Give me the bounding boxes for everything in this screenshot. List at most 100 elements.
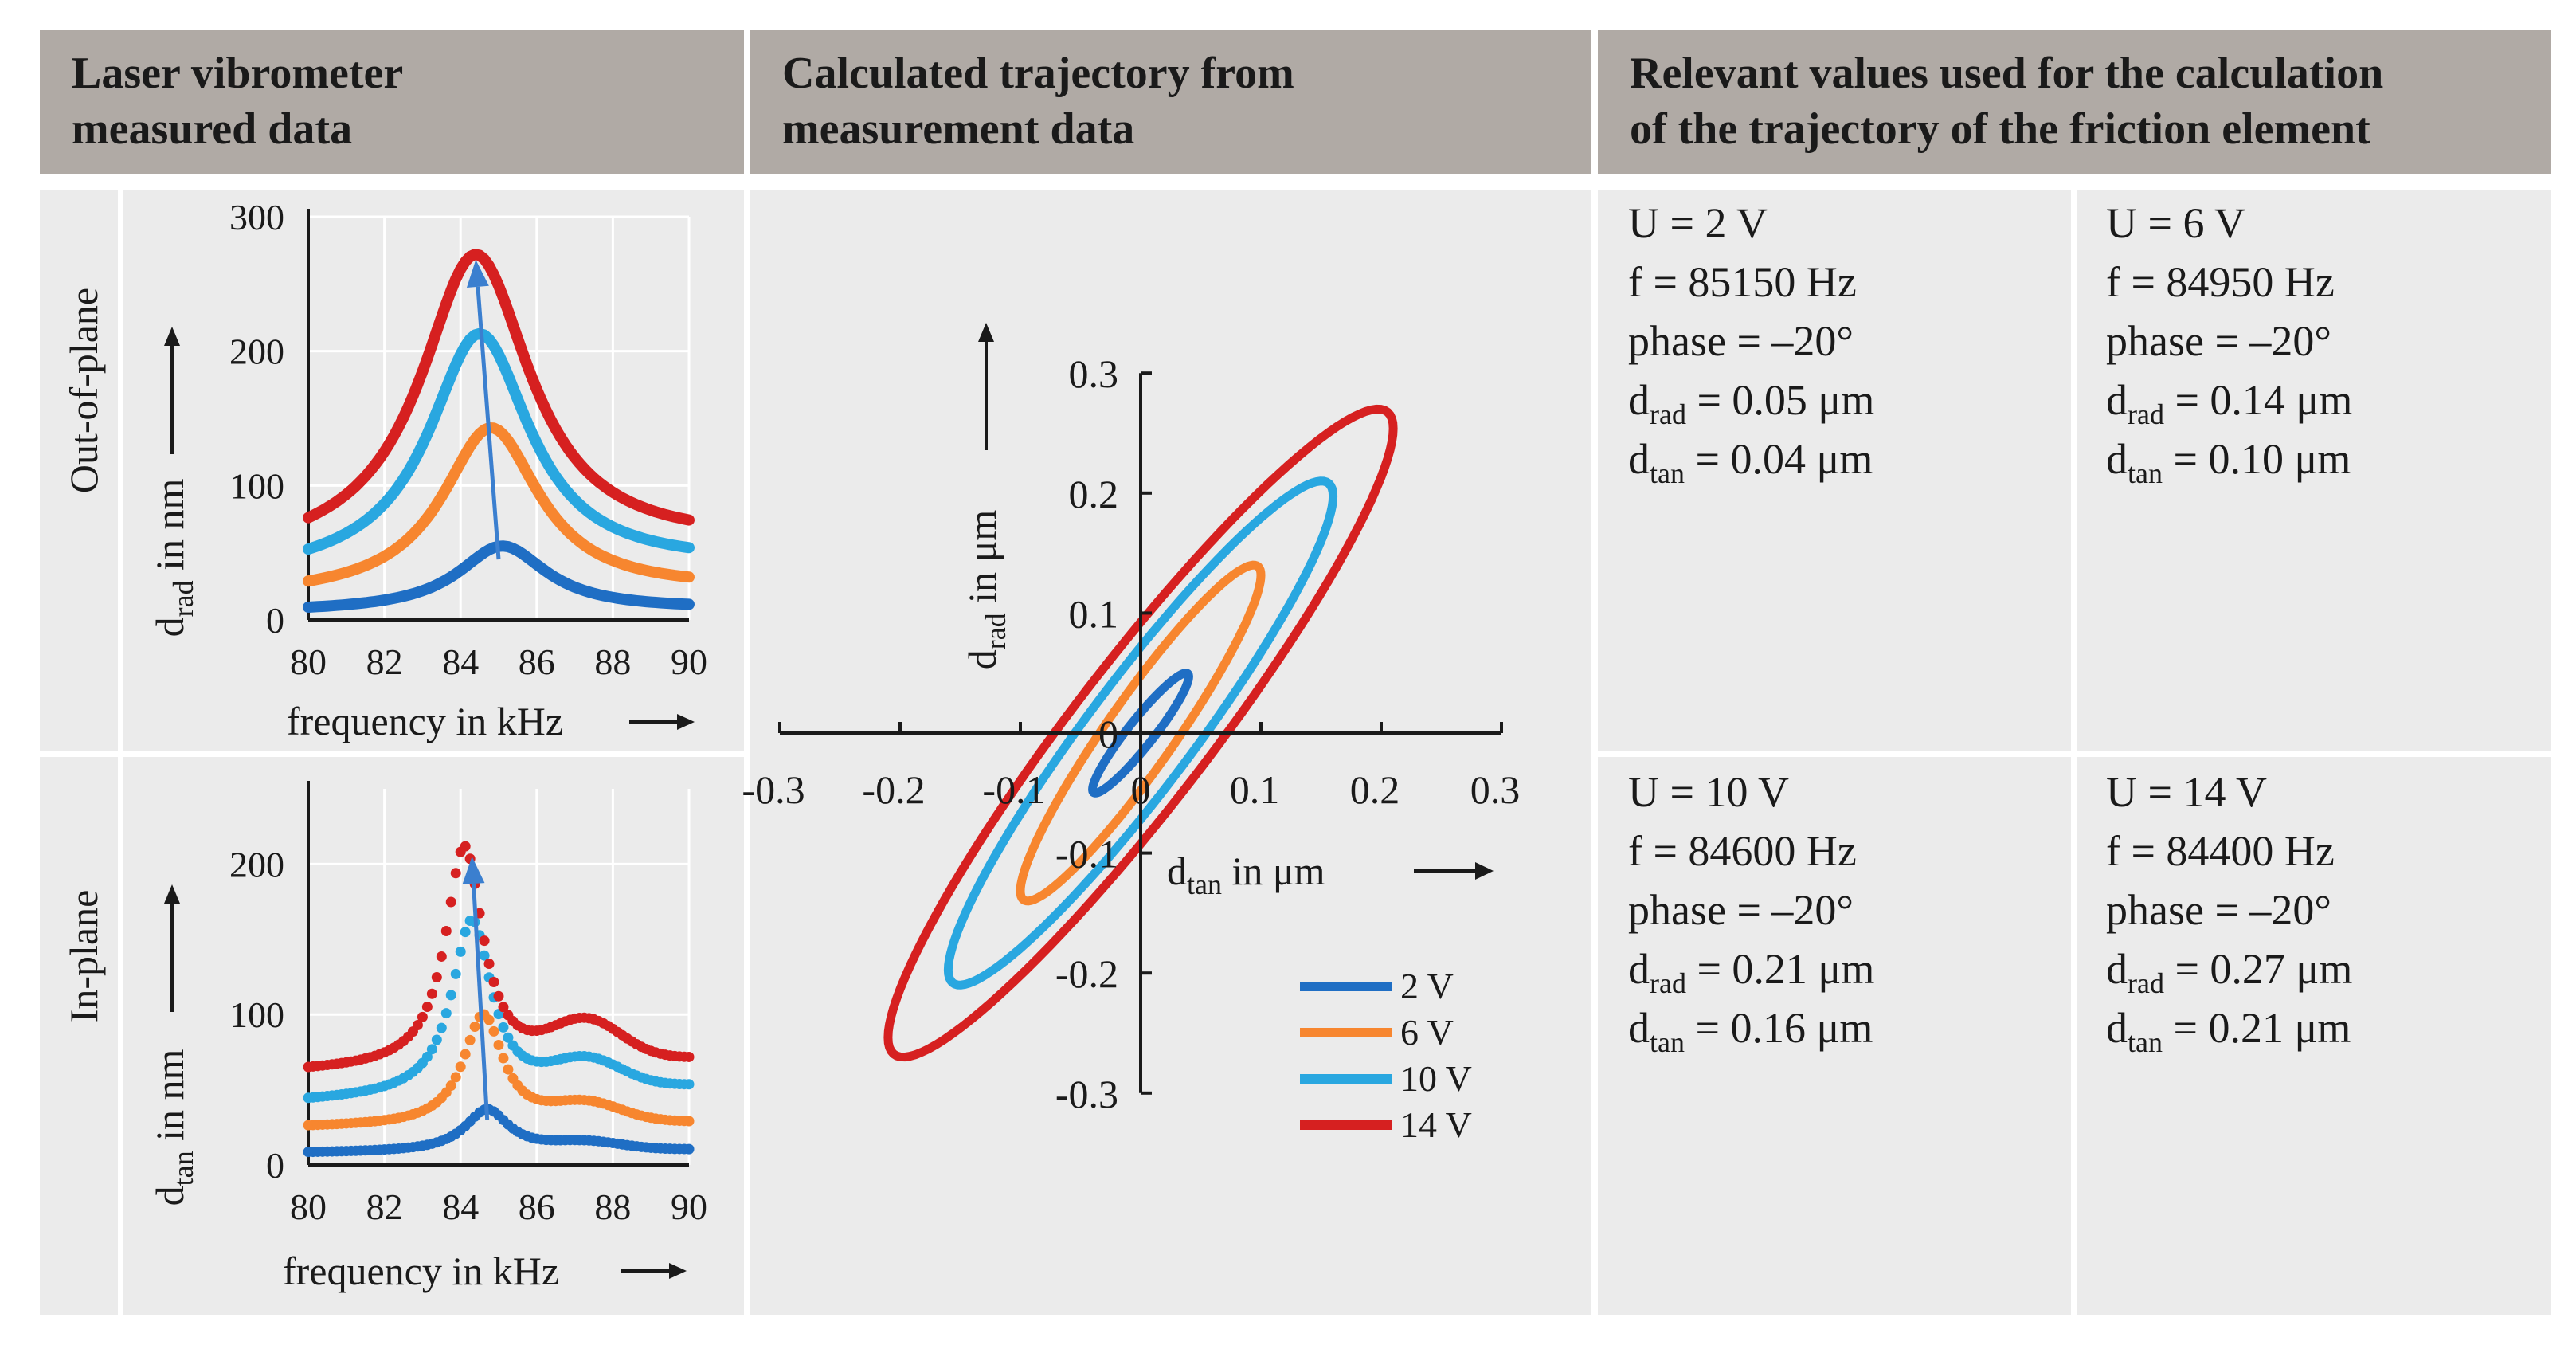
- x-tick-label-86: 86: [519, 1186, 555, 1227]
- y-tick-label-300: 300: [229, 197, 284, 237]
- series-point: [445, 990, 456, 1001]
- trajectory-ellipse-14v: [883, 404, 1398, 1062]
- chart-trajectory: -0.3 -0.2 -0.1 0 0.1 0.2 0.3 -0.3 -0.2 -0.1 0.1 0.2…: [742, 323, 1520, 1145]
- trajectory-ticks: -0.3 -0.2 -0.1 0 0.1 0.2 0.3 -0.3 -0.2 -0.1 0.1 0.2…: [742, 351, 1520, 1116]
- x-tick-label-84: 84: [442, 641, 479, 682]
- chart-cell-top: [123, 190, 744, 751]
- series-point: [488, 1025, 499, 1037]
- chart1-xlabel-arrow: [629, 714, 695, 730]
- row-label-cell-top: [40, 190, 118, 751]
- x-tick-label-84: 84: [442, 1186, 479, 1227]
- legend-label-14v: 14 V: [1400, 1104, 1472, 1145]
- series-point: [460, 841, 471, 852]
- x-tick-label-86: 86: [519, 641, 555, 682]
- arrow-head: [462, 856, 485, 884]
- trajectory-ellipse-2v: [1088, 669, 1193, 798]
- value-drad-14v: drad = 0.27 μm: [2106, 945, 2352, 999]
- trajectory-x-tick-label: 0: [1131, 767, 1151, 812]
- values-panel-2v: U = 2 V f = 85150 Hz phase = –20° drad =…: [1628, 199, 1874, 489]
- series-14v: [303, 249, 695, 526]
- series-point: [498, 1022, 509, 1033]
- trajectory-y-tick-label: -0.3: [1055, 1072, 1118, 1116]
- value-u-2v: U = 2 V: [1628, 199, 1768, 247]
- series-point: [450, 968, 461, 979]
- trajectory-x-tick-label: 0.1: [1230, 767, 1280, 812]
- chart2-xlabel: frequency in kHz: [283, 1249, 559, 1293]
- value-phase-2v: phase = –20°: [1628, 317, 1854, 365]
- series-point: [455, 1061, 466, 1073]
- x-tick-label-82: 82: [366, 1186, 403, 1227]
- series-point: [431, 1034, 442, 1045]
- row-label-cell-bottom: [40, 757, 118, 1315]
- series-point: [450, 1072, 461, 1083]
- series-point: [426, 988, 437, 999]
- trajectory-y-tick-label: 0.2: [1069, 472, 1119, 516]
- x-tick-label-80: 80: [290, 1186, 327, 1227]
- values-panel-10v: U = 10 V f = 84600 Hz phase = –20° drad …: [1628, 768, 1874, 1058]
- series-6v: [303, 422, 695, 587]
- series-point: [493, 1040, 504, 1051]
- value-drad-2v: drad = 0.05 μm: [1628, 376, 1874, 430]
- arrow-shaft: [476, 286, 501, 560]
- chart2-series: [303, 841, 695, 1158]
- trajectory-y-tick-label: 0.3: [1069, 351, 1119, 396]
- trajectory-y-tick-label: 0: [1098, 712, 1118, 756]
- y-tick-label-0: 0: [266, 600, 284, 641]
- value-phase-10v: phase = –20°: [1628, 886, 1854, 934]
- value-f-10v: f = 84600 Hz: [1628, 827, 1857, 875]
- series-point: [493, 990, 504, 1002]
- trajectory-axes: [778, 371, 1503, 1095]
- series-point: [426, 1044, 437, 1055]
- row-label-in-plane: In-plane: [61, 890, 106, 1023]
- series-point: [445, 896, 456, 908]
- chart1-ylabel: drad in nm: [147, 479, 199, 637]
- header-col2-line1: Calculated trajectory from: [782, 49, 1294, 98]
- value-dtan-10v: dtan = 0.16 μm: [1628, 1004, 1873, 1058]
- series-10v: [303, 915, 695, 1104]
- value-dtan-14v: dtan = 0.21 μm: [2106, 1004, 2351, 1058]
- legend-label-6v: 6 V: [1400, 1012, 1454, 1053]
- header-cell-1: [40, 30, 744, 174]
- value-phase-6v: phase = –20°: [2106, 317, 2331, 365]
- series-point: [436, 1022, 447, 1033]
- chart2-xlabel-arrow: [621, 1263, 687, 1279]
- series-point: [417, 1011, 428, 1022]
- series-point: [683, 1143, 695, 1155]
- series-point: [498, 1053, 509, 1064]
- header-col1-line2: measured data: [72, 104, 352, 154]
- trajectory-ellipse-10v: [943, 476, 1338, 990]
- series-point: [479, 950, 490, 961]
- trajectory-x-tick-label: -0.2: [862, 767, 925, 812]
- chart1-ticks: 80 82 84 86 88 90 0 100 200 300: [229, 197, 707, 682]
- header-col3-line2: of the trajectory of the friction elemen…: [1630, 104, 2370, 154]
- series-point: [503, 1064, 514, 1075]
- trajectory-xlabel-arrow: [1414, 862, 1494, 880]
- series-point: [460, 1049, 471, 1060]
- chart1-xlabel: frequency in kHz: [287, 699, 563, 743]
- trajectory-x-tick-label: -0.1: [982, 767, 1045, 812]
- series-point: [483, 1014, 495, 1025]
- series-point: [464, 1034, 476, 1045]
- arrow-head: [466, 259, 489, 288]
- series-point: [503, 1032, 514, 1043]
- x-tick-label-88: 88: [594, 641, 631, 682]
- value-dtan-6v: dtan = 0.10 μm: [2106, 435, 2351, 489]
- value-f-14v: f = 84400 Hz: [2106, 827, 2335, 875]
- chart1-arrow: [466, 259, 501, 560]
- series-point: [683, 1116, 695, 1127]
- x-tick-label-90: 90: [671, 641, 707, 682]
- chart1-ylabel-arrow: [164, 327, 180, 454]
- trajectory-legend: 2 V 6 V 10 V 14 V: [1300, 966, 1472, 1145]
- x-tick-label-82: 82: [366, 641, 403, 682]
- values-panel-6v: U = 6 V f = 84950 Hz phase = –20° drad =…: [2106, 199, 2352, 489]
- series-point: [440, 925, 452, 936]
- legend-label-2v: 2 V: [1400, 966, 1454, 1006]
- trajectory-ylabel: drad in μm: [960, 510, 1012, 670]
- y-tick-label-0: 0: [266, 1145, 284, 1186]
- series-point: [440, 1008, 452, 1019]
- series-point: [450, 868, 461, 879]
- series-6v: [303, 1009, 695, 1131]
- series-point: [431, 972, 442, 983]
